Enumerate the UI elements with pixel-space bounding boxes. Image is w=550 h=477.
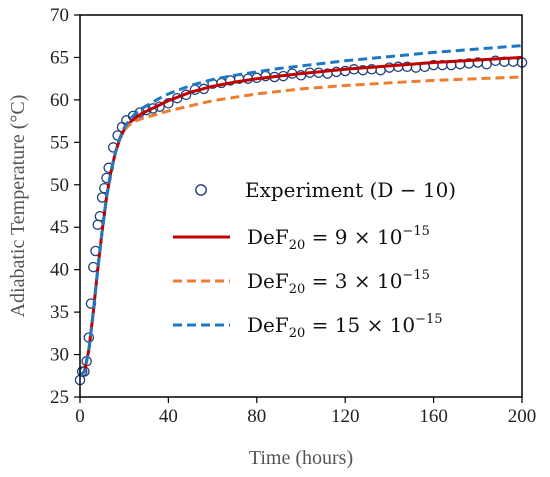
y-tick-label: 65 [50,47,69,68]
series-layer [74,44,528,386]
data-point [147,103,159,114]
legend: Experiment (D − 10) DeF20 = 9 × 10−15 DeF2… [173,178,456,341]
y-tick-label: 35 [50,302,69,323]
x-tick-label: 80 [247,406,266,427]
y-tick-label: 25 [50,387,69,408]
legend-item: Experiment (D − 10) [195,178,456,202]
y-tick-label: 30 [50,345,69,366]
x-axis-title: Time (hours) [249,447,353,469]
legend-item: DeF20 = 15 × 10−15 [173,312,443,341]
legend-item: DeF20 = 9 × 10−15 [173,224,430,253]
legend-label: DeF20 = 9 × 10−15 [247,224,430,253]
y-tick-label: 60 [50,90,69,111]
y-tick-label: 70 [50,5,69,26]
legend-label: DeF20 = 3 × 10−15 [247,268,430,297]
y-axis-title: Adiabatic Temperature (°C) [7,95,29,318]
x-tick-label: 40 [159,406,178,427]
x-tick-label: 120 [331,406,360,427]
legend-marker [195,184,207,196]
legend-label: DeF20 = 15 × 10−15 [247,312,443,341]
y-tick-label: 45 [50,217,69,238]
x-tick-label: 200 [508,406,537,427]
x-tick-label: 160 [419,406,448,427]
y-tick-label: 50 [50,175,69,196]
legend-item: DeF20 = 3 × 10−15 [173,268,430,297]
x-tick-label: 0 [75,406,85,427]
series-line [78,44,523,377]
y-tick-label: 55 [50,132,69,153]
legend-label: Experiment (D − 10) [245,178,456,202]
plot-frame [79,14,523,398]
axes-layer: 0 40 80 120 160 200 25 30 35 40 45 50 55 60 65 70 [50,5,536,427]
y-tick-label: 40 [50,260,69,281]
